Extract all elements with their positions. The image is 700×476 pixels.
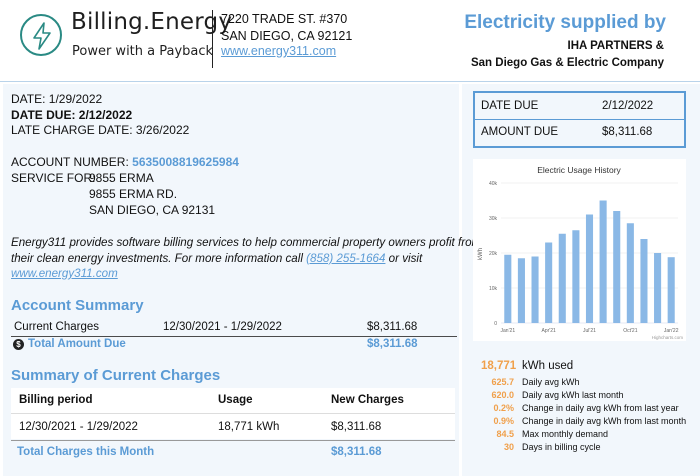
col-header-new-charges: New Charges (331, 394, 404, 406)
info-website-link[interactable]: www.energy311.com (11, 267, 118, 280)
usage-chart-svg: Electric Usage History kWh 0 10k 20k 30k 40k… (478, 165, 684, 340)
header-divider (212, 10, 213, 68)
table-cell-usage: 18,771 kWh (218, 421, 280, 433)
amount-due-box: DATE DUE 2/12/2022 AMOUNT DUE $8,311.68 (473, 91, 686, 148)
due-box-date-value: 2/12/2022 (602, 100, 654, 112)
chart-bar[interactable] (545, 242, 553, 324)
table-cell-period: 12/30/2021 - 1/29/2022 (19, 421, 138, 433)
total-amount-due-label: Total Amount Due (28, 338, 126, 350)
website-link[interactable]: www.energy311.com (221, 44, 337, 58)
stat-label: Change in daily avg kWh from last year (522, 403, 679, 413)
due-box-divider (475, 119, 684, 120)
table-header-divider (11, 413, 455, 414)
stat-label: Days in billing cycle (522, 442, 601, 452)
brand-name: Billing.Energy (71, 9, 233, 35)
chart-bar[interactable] (667, 257, 675, 323)
current-charges-amount: $8,311.68 (367, 321, 418, 333)
stat-value: 625.7 (491, 377, 514, 387)
total-charges-label: Total Charges this Month (17, 446, 155, 458)
brand-tagline: Power with a Payback (72, 44, 214, 59)
chart-bar[interactable] (517, 258, 525, 323)
chart-bar[interactable] (613, 211, 621, 323)
table-cell-new-charges: $8,311.68 (331, 421, 382, 433)
stat-value: 620.0 (491, 390, 514, 400)
account-number-label: ACCOUNT NUMBER: (11, 155, 129, 169)
total-kwh-value: 18,771 (481, 360, 517, 372)
col-header-usage: Usage (218, 394, 253, 406)
usage-history-chart: Electric Usage History kWh 0 10k 20k 30k 40k… (473, 159, 686, 341)
total-charges-amount: $8,311.68 (331, 446, 382, 458)
stat-value: 84.5 (496, 429, 514, 439)
charges-table: Billing period Usage New Charges 12/30/2… (11, 388, 455, 439)
supplier-line-2: San Diego Gas & Electric Company (470, 57, 664, 69)
stat-value: 0.2% (493, 403, 514, 413)
service-address-line-3: SAN DIEGO, CA 92131 (89, 203, 216, 217)
chart-y-tick-label: 30k (489, 216, 498, 222)
charges-summary-title: Summary of Current Charges (11, 367, 221, 384)
chart-x-tick-label: Jan'22 (664, 328, 679, 334)
chart-x-tick-label: Jan'21 (501, 328, 516, 334)
account-number-row: ACCOUNT NUMBER: 5635008819625984 (11, 155, 239, 169)
chart-bar[interactable] (640, 239, 648, 323)
address-line-1: 7220 TRADE ST. #370 (221, 12, 348, 26)
stat-label: Daily avg kWh last month (522, 390, 624, 400)
info-text-line-2: their clean energy investments. For more… (11, 252, 422, 265)
logo (20, 14, 62, 56)
stat-value: 0.9% (493, 416, 514, 426)
current-charges-label: Current Charges (14, 321, 100, 333)
stat-label: Change in daily avg kWh from last month (522, 416, 687, 426)
chart-x-tick-label: Apr'21 (542, 328, 557, 334)
chart-credit[interactable]: Highcharts.com (652, 335, 684, 340)
stat-label: Daily avg kWh (522, 377, 580, 387)
stat-label: Max monthly demand (522, 429, 609, 439)
chart-bar[interactable] (599, 200, 607, 324)
due-box-amount-value: $8,311.68 (602, 126, 653, 138)
stat-value: 30 (503, 442, 514, 452)
total-amount-due-value: $8,311.68 (367, 338, 418, 350)
bill-date: DATE: 1/29/2022 (11, 92, 103, 106)
supplier-line-1: IHA PARTNERS & (567, 40, 664, 52)
due-box-amount-label: AMOUNT DUE (481, 126, 559, 138)
table-total-divider (11, 440, 455, 441)
chart-y-tick-label: 10k (489, 286, 498, 292)
chart-bar[interactable] (654, 253, 662, 323)
chart-y-tick-label: 40k (489, 181, 498, 187)
current-charges-period: 12/30/2021 - 1/29/2022 (163, 321, 282, 333)
chart-bar[interactable] (572, 230, 580, 323)
summary-divider (11, 336, 457, 337)
chart-bar[interactable] (531, 256, 539, 324)
chart-title: Electric Usage History (537, 165, 621, 175)
chart-bar[interactable] (558, 233, 566, 323)
header: Billing.Energy Power with a Payback 7220… (0, 0, 700, 82)
late-charge-date: LATE CHARGE DATE: 3/26/2022 (11, 123, 190, 137)
account-summary-title: Account Summary (11, 297, 144, 314)
due-box-date-label: DATE DUE (481, 100, 539, 112)
service-for-label: SERVICE FOR: (11, 171, 96, 185)
address-line-2: SAN DIEGO, CA 92121 (221, 29, 353, 43)
total-kwh-label: kWh used (522, 360, 574, 372)
info-text-line-1: Energy311 provides software billing serv… (11, 236, 482, 249)
dollar-coin-icon: $ (13, 339, 24, 350)
col-header-billing-period: Billing period (19, 394, 93, 406)
chart-bar[interactable] (585, 214, 594, 324)
due-date: DATE DUE: 2/12/2022 (11, 108, 133, 122)
chart-y-tick-label: 0 (494, 321, 497, 327)
service-address-line-2: 9855 ERMA RD. (89, 187, 178, 201)
info-text-part-a: their clean energy investments. For more… (11, 252, 303, 265)
chart-y-tick-label: 20k (489, 251, 498, 257)
chart-x-tick-label: Jul'21 (583, 328, 596, 334)
account-number: 5635008819625984 (132, 155, 239, 169)
info-text-part-b: or visit (388, 252, 423, 265)
chart-bar[interactable] (504, 254, 512, 323)
chart-x-tick-label: Oct'21 (623, 328, 638, 334)
service-address-line-1: 9855 ERMA (89, 171, 154, 185)
supplied-by-title: Electricity supplied by (464, 12, 666, 33)
chart-ylabel: kWh (478, 248, 484, 260)
phone-link[interactable]: (858) 255-1664 (306, 252, 386, 265)
lightning-bolt-icon (33, 22, 51, 50)
chart-bar[interactable] (626, 223, 634, 323)
